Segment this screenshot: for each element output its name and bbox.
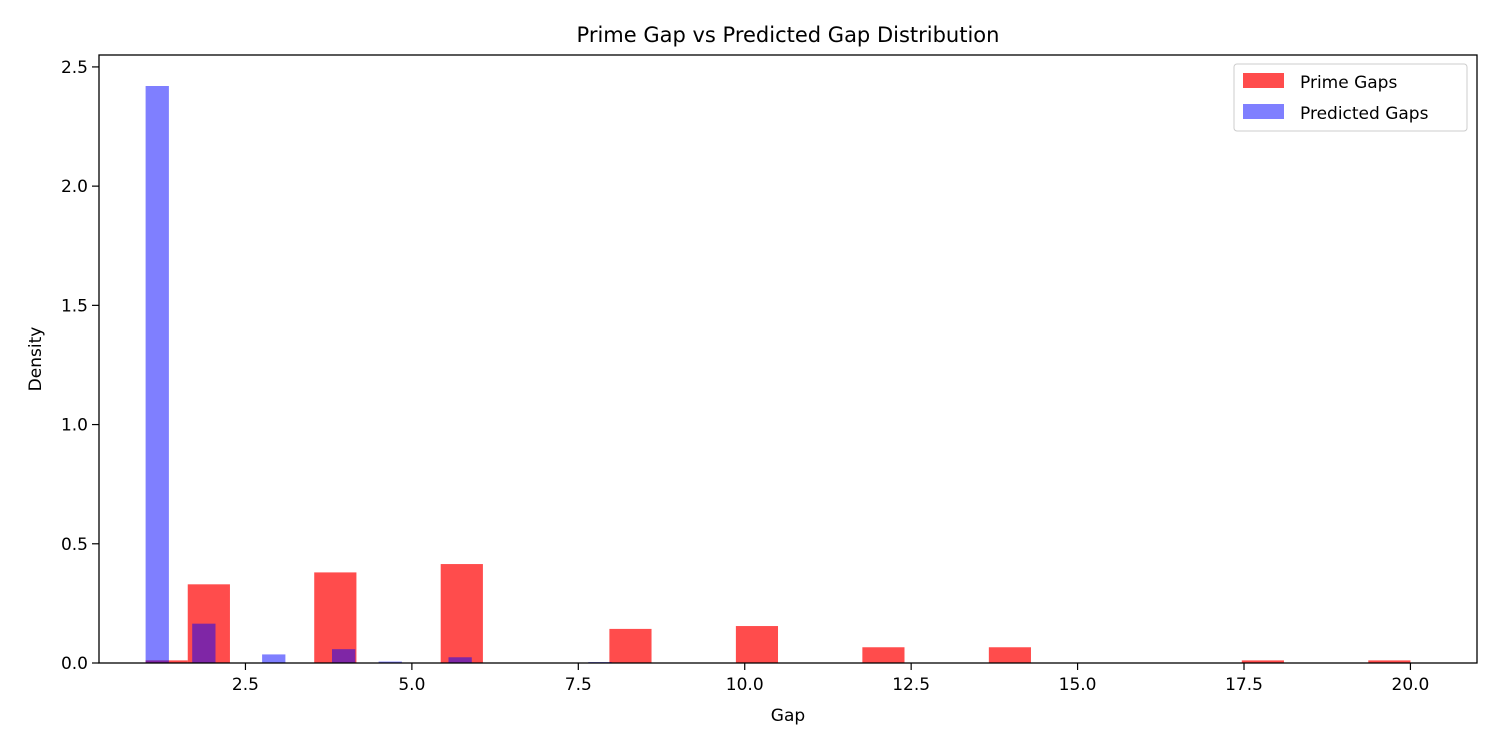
bar-predicted-gaps-3 bbox=[332, 649, 356, 663]
x-tick-label: 12.5 bbox=[892, 675, 930, 695]
legend-label-predicted-gaps: Predicted Gaps bbox=[1300, 104, 1429, 124]
y-tick-label: 1.0 bbox=[61, 416, 88, 436]
x-axis-label: Gap bbox=[771, 706, 805, 726]
x-tick-label: 2.5 bbox=[232, 675, 259, 695]
y-tick-label: 0.0 bbox=[61, 654, 88, 674]
x-tick-label: 10.0 bbox=[726, 675, 764, 695]
y-tick-label: 2.5 bbox=[61, 58, 88, 78]
bar-predicted-gaps-2 bbox=[262, 654, 286, 663]
chart-title: Prime Gap vs Predicted Gap Distribution bbox=[577, 23, 1000, 47]
plot-frame bbox=[98, 54, 1478, 664]
legend-frame bbox=[1233, 63, 1468, 132]
bar-prime-gaps-7 bbox=[988, 647, 1031, 663]
bar-predicted-gaps-5 bbox=[448, 657, 472, 663]
legend-swatch-prime-gaps bbox=[1243, 73, 1284, 88]
x-tick-label: 17.5 bbox=[1225, 675, 1263, 695]
bar-prime-gaps-8 bbox=[1241, 660, 1284, 663]
x-tick-label: 7.5 bbox=[565, 675, 592, 695]
bar-prime-gaps-9 bbox=[1368, 660, 1411, 663]
y-tick-label: 0.5 bbox=[61, 535, 88, 555]
legend-label-prime-gaps: Prime Gaps bbox=[1300, 73, 1397, 93]
axes-layer: 2.5 5.0 7.5 10.0 12.5 15.0 17.5 20.0 0.0 0.5 1.0 1.… bbox=[61, 58, 1429, 695]
y-axis-label: Density bbox=[26, 327, 46, 392]
x-tick-label: 15.0 bbox=[1059, 675, 1097, 695]
x-tick-label: 5.0 bbox=[398, 675, 425, 695]
y-tick-label: 1.5 bbox=[61, 296, 88, 316]
bar-prime-gaps-6 bbox=[862, 647, 905, 663]
bars-layer bbox=[145, 86, 1411, 663]
bar-prime-gaps-3 bbox=[440, 564, 483, 663]
y-tick-label: 2.0 bbox=[61, 177, 88, 197]
x-tick-label: 20.0 bbox=[1392, 675, 1430, 695]
legend: Prime Gaps Predicted Gaps bbox=[1233, 63, 1468, 132]
bar-prime-gaps-4 bbox=[609, 628, 652, 663]
bar-prime-gaps-5 bbox=[735, 626, 779, 663]
bar-predicted-gaps-0 bbox=[145, 86, 169, 663]
bar-predicted-gaps-1 bbox=[192, 623, 216, 663]
legend-swatch-predicted-gaps bbox=[1243, 104, 1284, 119]
bar-predicted-gaps-4 bbox=[378, 661, 402, 663]
bar-prime-gaps-2 bbox=[314, 572, 357, 663]
